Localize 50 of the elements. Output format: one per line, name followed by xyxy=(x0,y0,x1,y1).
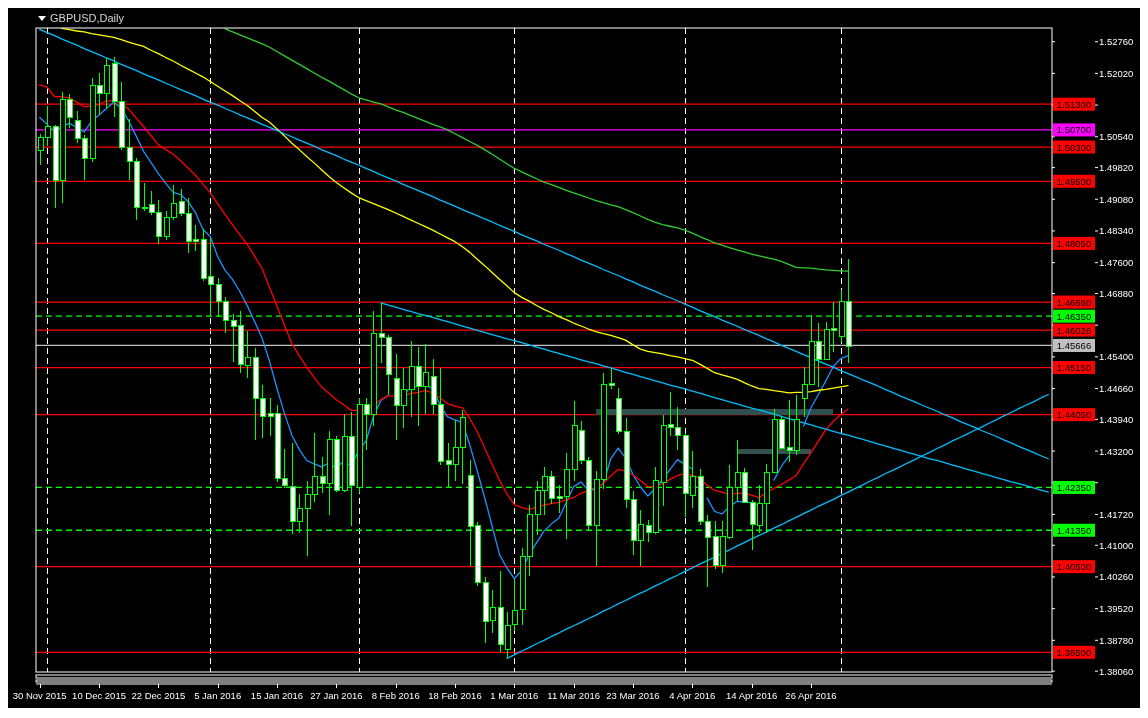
y-tick-label: 1.41000 xyxy=(1099,539,1134,551)
y-tick-label: 1.43940 xyxy=(1099,413,1134,425)
x-tick-label: 5 Jan 2016 xyxy=(194,690,242,701)
x-tick-label: 10 Dec 2015 xyxy=(72,690,126,701)
y-tick-label: 1.38780 xyxy=(1099,634,1134,646)
x-tick-label: 14 Apr 2016 xyxy=(726,690,778,701)
ref-line-label: 1.45666 xyxy=(1056,339,1092,351)
y-tick-label: 1.49820 xyxy=(1099,162,1134,174)
y-tick-label: 1.50540 xyxy=(1099,131,1134,143)
y-tick-label: 1.44660 xyxy=(1099,383,1134,395)
y-tick-label: 1.39520 xyxy=(1099,603,1134,615)
ref-line-label: 1.46680 xyxy=(1056,296,1092,308)
ref-line-label: 1.38500 xyxy=(1056,646,1092,658)
candlestick xyxy=(511,578,518,631)
ref-line-label: 1.50700 xyxy=(1056,124,1092,136)
ref-line-label: 1.51300 xyxy=(1056,98,1092,110)
y-tick-label: 1.48340 xyxy=(1099,225,1134,237)
x-tick-label: 26 Apr 2016 xyxy=(785,690,837,701)
x-tick-label: 1 Mar 2016 xyxy=(490,690,539,701)
ref-line-label: 1.49500 xyxy=(1056,175,1092,187)
ref-line-label: 1.45150 xyxy=(1056,362,1092,374)
ref-line-label: 1.41350 xyxy=(1056,524,1092,536)
y-tick-label: 1.43200 xyxy=(1099,445,1134,457)
line-series xyxy=(224,28,849,272)
y-tick-label: 1.46880 xyxy=(1099,287,1134,299)
ref-line-label: 1.46350 xyxy=(1056,310,1092,322)
x-tick-label: 23 Mar 2016 xyxy=(606,690,660,701)
y-tick-label: 1.41720 xyxy=(1099,508,1134,520)
y-tick-label: 1.52760 xyxy=(1099,36,1134,48)
x-tick-label: 8 Feb 2016 xyxy=(371,690,420,701)
x-tick-label: 22 Dec 2015 xyxy=(131,690,186,701)
ref-line-label: 1.40500 xyxy=(1056,561,1092,573)
ref-line-label: 1.46026 xyxy=(1056,324,1092,336)
x-tick-label: 11 Mar 2016 xyxy=(547,690,600,701)
x-tick-label: 15 Jan 2016 xyxy=(250,690,304,701)
y-tick-label: 1.52020 xyxy=(1099,67,1134,79)
y-tick-label: 1.45400 xyxy=(1099,351,1134,363)
y-tick-label: 1.47600 xyxy=(1099,257,1134,269)
x-tick-label: 4 Apr 2016 xyxy=(669,690,716,701)
ref-line-label: 1.42350 xyxy=(1056,481,1092,493)
y-tick-label: 1.38060 xyxy=(1099,665,1134,677)
y-tick-label: 1.40260 xyxy=(1099,571,1134,583)
chart-title: GBPUSD,Daily xyxy=(50,12,125,24)
y-tick-label: 1.49080 xyxy=(1099,193,1134,205)
x-tick-label: 18 Feb 2016 xyxy=(428,690,482,701)
ref-line-label: 1.44050 xyxy=(1056,409,1092,421)
x-tick-label: 30 Nov 2015 xyxy=(12,690,67,701)
ref-line-label: 1.50300 xyxy=(1056,141,1092,153)
x-tick-label: 27 Jan 2016 xyxy=(310,690,363,701)
ref-line-label: 1.48050 xyxy=(1056,237,1092,249)
